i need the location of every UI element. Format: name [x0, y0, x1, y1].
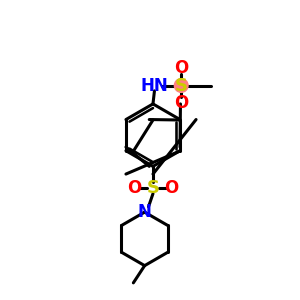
Text: O: O — [164, 179, 178, 197]
Text: O: O — [174, 59, 188, 77]
Text: HN: HN — [141, 76, 168, 94]
Text: S: S — [175, 76, 188, 94]
Text: S: S — [146, 179, 160, 197]
Text: O: O — [128, 179, 142, 197]
Circle shape — [174, 79, 188, 92]
Text: N: N — [138, 203, 152, 221]
Text: O: O — [174, 94, 188, 112]
